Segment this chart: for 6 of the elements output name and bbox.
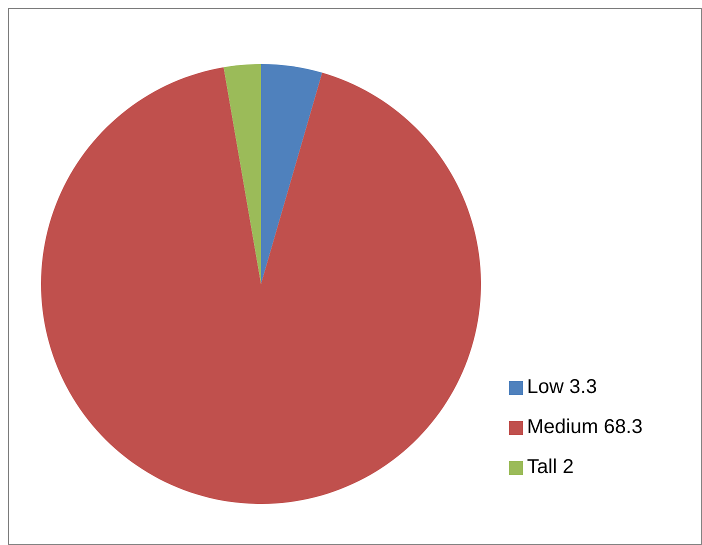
legend-label: Tall 2 (527, 456, 574, 478)
pie-slice (224, 64, 261, 284)
legend-label: Medium 68.3 (527, 416, 643, 438)
pie-slice (41, 67, 481, 504)
legend-label: Low 3.3 (527, 376, 598, 398)
pie-slice (261, 64, 322, 284)
